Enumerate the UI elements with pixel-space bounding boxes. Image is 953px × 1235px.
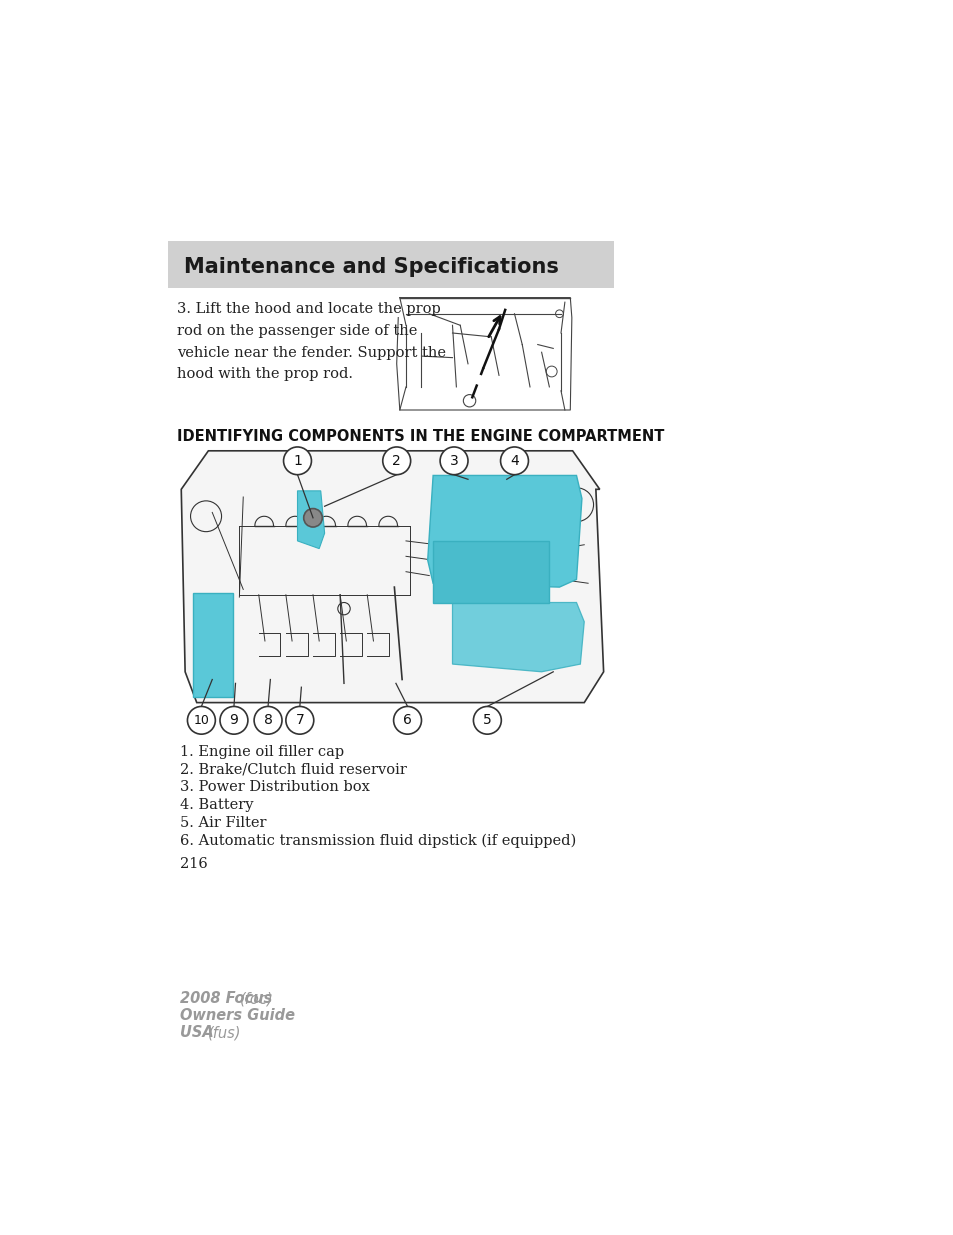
Text: 3. Lift the hood and locate the prop
rod on the passenger side of the
vehicle ne: 3. Lift the hood and locate the prop rod…: [177, 303, 446, 382]
FancyBboxPatch shape: [168, 241, 613, 288]
Text: 2008 Focus: 2008 Focus: [179, 992, 272, 1007]
Text: (foc): (foc): [240, 992, 274, 1007]
Circle shape: [283, 447, 311, 474]
FancyBboxPatch shape: [193, 593, 233, 698]
Text: 216: 216: [179, 857, 207, 871]
Text: 2: 2: [392, 453, 400, 468]
Text: 7: 7: [295, 714, 304, 727]
Text: 1: 1: [293, 453, 301, 468]
Text: IDENTIFYING COMPONENTS IN THE ENGINE COMPARTMENT: IDENTIFYING COMPONENTS IN THE ENGINE COM…: [177, 430, 664, 445]
Text: 5. Air Filter: 5. Air Filter: [179, 816, 266, 830]
Text: 2. Brake/Clutch fluid reservoir: 2. Brake/Clutch fluid reservoir: [179, 763, 406, 777]
Text: Maintenance and Specifications: Maintenance and Specifications: [183, 257, 558, 277]
Circle shape: [382, 447, 410, 474]
Text: 4: 4: [510, 453, 518, 468]
Text: 5: 5: [482, 714, 491, 727]
Text: 6. Automatic transmission fluid dipstick (if equipped): 6. Automatic transmission fluid dipstick…: [179, 834, 576, 848]
Circle shape: [187, 706, 215, 734]
Text: 10: 10: [193, 714, 209, 727]
Circle shape: [394, 706, 421, 734]
Text: 6: 6: [403, 714, 412, 727]
Text: 3: 3: [449, 453, 458, 468]
Text: Owners Guide: Owners Guide: [179, 1008, 294, 1024]
Circle shape: [220, 706, 248, 734]
Polygon shape: [433, 541, 549, 603]
Text: USA: USA: [179, 1025, 213, 1040]
Circle shape: [473, 706, 500, 734]
Text: (fus): (fus): [208, 1025, 241, 1040]
Polygon shape: [181, 451, 603, 703]
Circle shape: [500, 447, 528, 474]
Circle shape: [253, 706, 282, 734]
Polygon shape: [427, 475, 581, 587]
Polygon shape: [297, 490, 324, 548]
Text: 9: 9: [230, 714, 238, 727]
Text: 1. Engine oil filler cap: 1. Engine oil filler cap: [179, 745, 343, 760]
Text: 8: 8: [263, 714, 273, 727]
Text: 4. Battery: 4. Battery: [179, 798, 253, 813]
Circle shape: [303, 509, 322, 527]
Circle shape: [439, 447, 468, 474]
Text: 3. Power Distribution box: 3. Power Distribution box: [179, 781, 369, 794]
Circle shape: [286, 706, 314, 734]
Polygon shape: [452, 603, 583, 672]
